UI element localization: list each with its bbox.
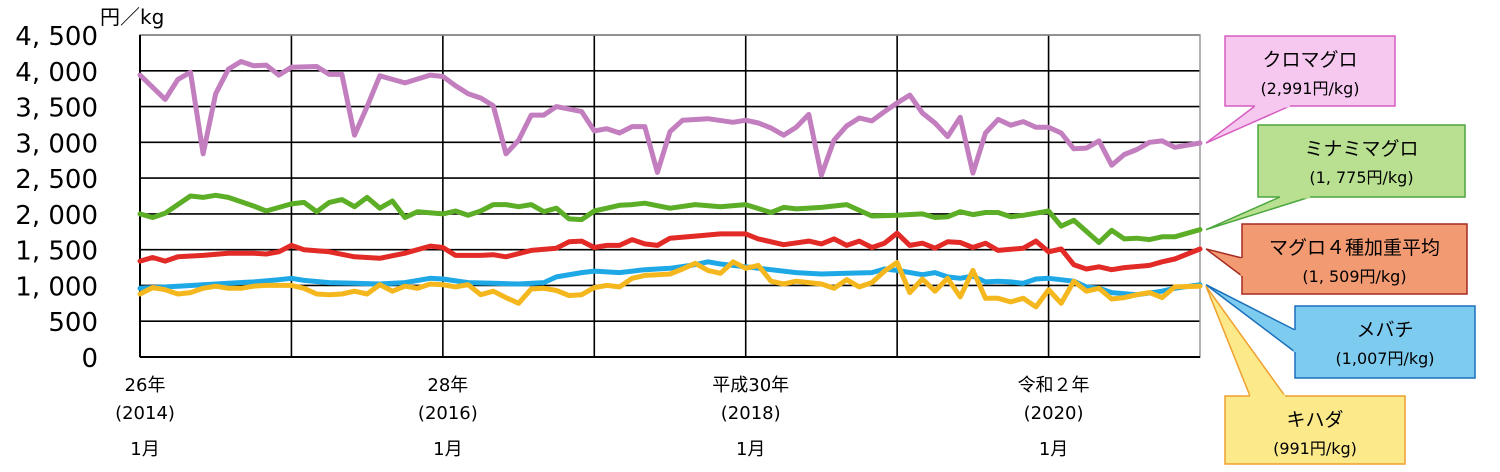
legend-series-value: (1, 775円/kg) [1309, 168, 1413, 187]
x-tick-label: (2020) [1024, 403, 1084, 424]
legend-callouts: クロマグロ (2,991円/kg) ミナミマグロ (1, 775円/kg) マグロ４種加… [1205, 35, 1476, 465]
callout-pointer [1205, 248, 1243, 278]
legend-series-value: (1,007円/kg) [1335, 349, 1434, 368]
x-tick-label: (2016) [418, 403, 478, 424]
y-tick-label: 1, 000 [15, 272, 98, 302]
x-tick-label: 1月 [1039, 439, 1068, 460]
legend-series-name: クロマグロ [1262, 49, 1357, 71]
y-tick-label: 500 [48, 308, 98, 338]
legend-callout: ミナミマグロ (1, 775円/kg) [1205, 124, 1466, 231]
y-tick-label: 4, 500 [15, 22, 98, 52]
y-tick-label: 2, 000 [15, 201, 98, 231]
legend-callout: メバチ (1,007円/kg) [1205, 284, 1476, 379]
callout-box [1224, 35, 1396, 107]
series-line [137, 259, 1203, 298]
series-lines [137, 59, 1203, 310]
callout-box [1224, 395, 1406, 465]
x-tick-label: 令和２年 [1018, 375, 1090, 396]
legend-series-name: メバチ [1356, 319, 1413, 341]
series-line [137, 59, 1203, 178]
legend-callout: クロマグロ (2,991円/kg) [1205, 35, 1396, 144]
x-tick-label: 平成30年 [712, 375, 789, 396]
x-tick-label: 1月 [433, 439, 462, 460]
callout-pointer [1205, 285, 1287, 397]
x-tick-label: 26年 [125, 375, 166, 396]
x-tick-label: 28年 [427, 375, 468, 396]
series-line [137, 259, 1203, 310]
y-axis: 円／kg 0 500 1, 000 1, 500 2, 000 2, 500 3, 000 3… [15, 5, 164, 374]
x-tick-label: 1月 [130, 439, 159, 460]
x-tick-label: (2018) [721, 403, 781, 424]
x-axis: 26年 (2014) 1月 28年 (2016) 1月 平成30年 (2018) 1月 令和２年 (… [115, 375, 1090, 460]
legend-callout: キハダ (991円/kg) [1205, 285, 1406, 465]
y-tick-label: 0 [81, 344, 98, 374]
y-tick-label: 1, 500 [15, 237, 98, 267]
y-tick-label: 3, 000 [15, 129, 98, 159]
y-tick-label: 3, 500 [15, 94, 98, 124]
series-line [137, 192, 1203, 245]
y-tick-label: 2, 500 [15, 165, 98, 195]
legend-series-value: (991円/kg) [1273, 439, 1357, 458]
y-axis-unit-label: 円／kg [100, 5, 164, 29]
x-tick-label: (2014) [115, 403, 175, 424]
legend-series-name: マグロ４種加重平均 [1269, 237, 1440, 259]
legend-series-value: (2,991円/kg) [1260, 79, 1359, 98]
legend-series-name: キハダ [1286, 409, 1343, 431]
legend-series-value: (1, 509円/kg) [1302, 267, 1406, 286]
callout-box [1241, 223, 1468, 295]
legend-callout: マグロ４種加重平均 (1, 509円/kg) [1205, 223, 1468, 295]
y-tick-label: 4, 000 [15, 58, 98, 88]
x-tick-label: 1月 [736, 439, 765, 460]
legend-series-name: ミナミマグロ [1304, 138, 1418, 160]
callout-box [1257, 124, 1466, 198]
callout-box [1294, 305, 1476, 379]
plot-frame [139, 34, 1201, 358]
grid [139, 34, 1201, 358]
series-line [137, 230, 1203, 273]
